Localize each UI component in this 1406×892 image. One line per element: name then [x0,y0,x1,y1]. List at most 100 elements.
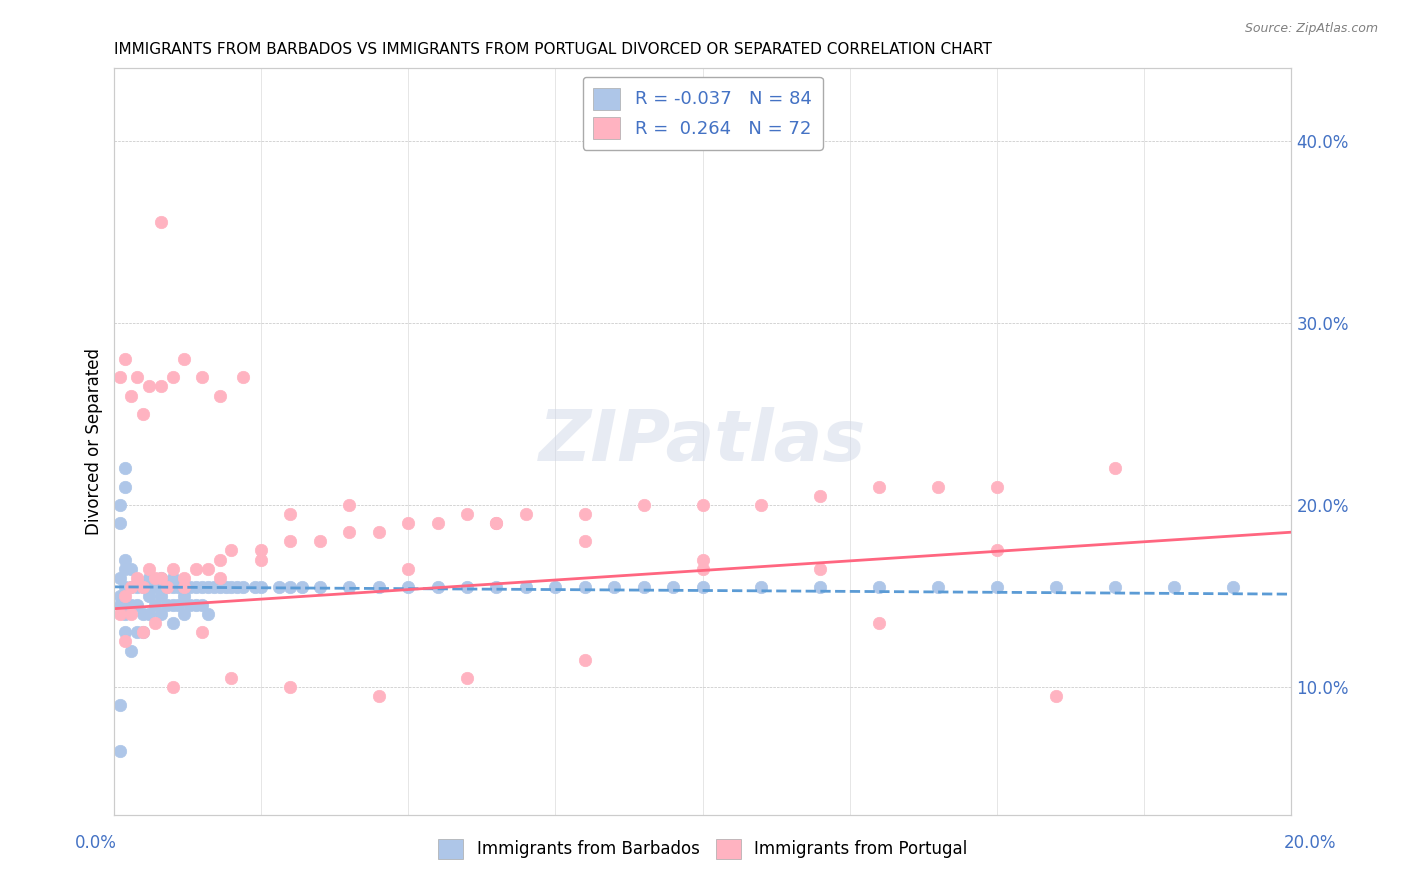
Point [179,598,201,612]
Point [692,561,714,575]
Text: 0.0%: 0.0% [75,834,117,852]
Point [191,580,214,594]
Point [214,580,236,594]
Point [162,561,184,575]
Point [108,370,131,384]
Point [138,379,160,393]
Point [114,625,136,640]
Point [232,580,254,594]
Point [267,580,290,594]
Point [574,507,596,521]
Point [986,580,1008,594]
Point [127,598,149,612]
Point [1163,580,1185,594]
Point [132,580,155,594]
Point [120,607,142,622]
Legend: Immigrants from Barbados, Immigrants from Portugal: Immigrants from Barbados, Immigrants fro… [432,832,974,866]
Point [221,671,243,685]
Point [132,407,155,421]
Point [173,589,195,603]
Point [291,580,314,594]
Point [1104,580,1126,594]
Point [143,598,166,612]
Point [127,571,149,585]
Point [149,607,172,622]
Point [202,580,225,594]
Point [367,689,389,703]
Point [808,489,831,503]
Point [162,580,184,594]
Point [186,561,208,575]
Text: ZIPatlas: ZIPatlas [538,407,866,475]
Point [396,516,419,530]
Point [191,598,214,612]
Point [108,516,131,530]
Point [120,580,142,594]
Text: Source: ZipAtlas.com: Source: ZipAtlas.com [1244,22,1378,36]
Point [114,552,136,566]
Point [868,616,890,631]
Point [173,571,195,585]
Point [114,580,136,594]
Point [208,580,231,594]
Point [396,580,419,594]
Point [208,552,231,566]
Point [280,580,302,594]
Point [120,561,142,575]
Point [108,598,131,612]
Point [162,571,184,585]
Point [138,589,160,603]
Point [197,607,219,622]
Point [808,561,831,575]
Point [167,580,190,594]
Point [456,507,478,521]
Point [120,580,142,594]
Point [367,580,389,594]
Point [485,580,508,594]
Point [426,580,449,594]
Point [1045,580,1067,594]
Point [108,698,131,713]
Point [485,516,508,530]
Point [162,680,184,694]
Point [173,352,195,367]
Point [308,534,330,549]
Text: 20.0%: 20.0% [1284,834,1337,852]
Point [114,461,136,475]
Point [574,653,596,667]
Legend: R = -0.037   N = 84, R =  0.264   N = 72: R = -0.037 N = 84, R = 0.264 N = 72 [582,77,823,150]
Point [156,580,179,594]
Point [574,534,596,549]
Point [120,598,142,612]
Point [162,370,184,384]
Point [114,589,136,603]
Point [808,580,831,594]
Point [149,379,172,393]
Point [574,580,596,594]
Point [221,580,243,594]
Point [167,598,190,612]
Point [337,525,360,540]
Point [149,215,172,229]
Point [250,543,273,558]
Point [149,571,172,585]
Point [173,580,195,594]
Point [633,580,655,594]
Point [986,480,1008,494]
Point [751,498,773,512]
Point [162,598,184,612]
Point [114,561,136,575]
Point [927,580,949,594]
Point [426,516,449,530]
Point [114,634,136,648]
Point [633,498,655,512]
Point [603,580,626,594]
Point [143,580,166,594]
Point [197,561,219,575]
Point [226,580,249,594]
Point [337,498,360,512]
Point [127,370,149,384]
Point [367,525,389,540]
Point [132,580,155,594]
Point [132,625,155,640]
